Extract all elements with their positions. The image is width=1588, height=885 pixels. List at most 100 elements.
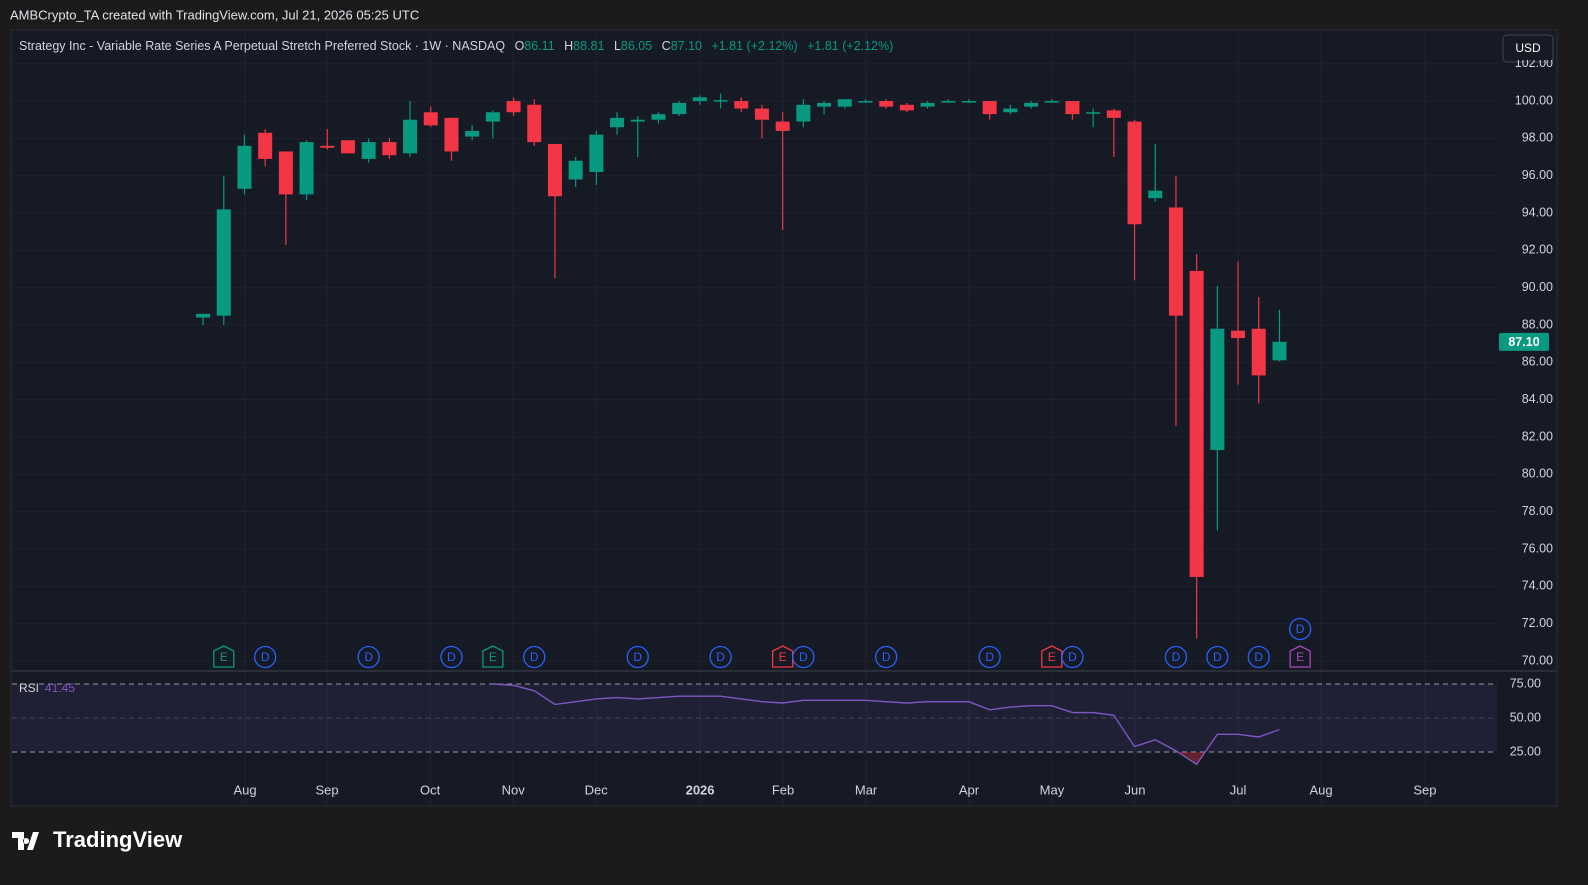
candle-body — [382, 142, 397, 156]
candle-body — [361, 142, 376, 159]
event-label: D — [1296, 622, 1305, 636]
close-value: 87.10 — [671, 39, 702, 53]
candle-body — [713, 100, 728, 102]
dividend-marker — [1288, 617, 1312, 641]
candle-body — [485, 112, 500, 122]
candle-body — [672, 102, 687, 115]
y-tick-label: 102.00 — [1515, 56, 1553, 70]
candle-body — [610, 117, 625, 128]
candle-body — [1189, 270, 1204, 577]
candle-body — [196, 313, 211, 318]
dividend-marker — [875, 645, 898, 669]
open-value: 86.11 — [524, 39, 554, 53]
candle-body — [1231, 330, 1246, 339]
event-label: E — [489, 650, 497, 664]
earnings-marker — [213, 645, 235, 668]
rsi-value: 41.45 — [45, 681, 75, 695]
dividend-marker — [1164, 645, 1188, 669]
x-tick-label: Aug — [1309, 782, 1332, 797]
dividend-marker — [626, 645, 649, 669]
event-label: D — [364, 650, 373, 664]
dividend-marker — [440, 645, 463, 669]
last-price-label: 87.10 — [1508, 335, 1539, 349]
candle-body — [879, 101, 894, 107]
candle-body — [961, 101, 976, 103]
candle-body — [754, 108, 769, 120]
currency[interactable]: USD — [1515, 41, 1541, 55]
event-label: E — [1296, 650, 1304, 664]
candle-body — [651, 114, 666, 120]
dividend-marker — [978, 645, 1001, 669]
rsi-tick-label: 50.00 — [1510, 710, 1541, 724]
y-tick-label: 82.00 — [1522, 429, 1553, 443]
rsi-tick-label: 75.00 — [1510, 676, 1541, 690]
rsi-pane — [12, 683, 1497, 766]
candle-body — [403, 119, 418, 154]
candle-body — [237, 145, 252, 189]
candle-body — [796, 104, 811, 122]
candle-body — [465, 130, 480, 137]
event-label: E — [779, 650, 787, 664]
event-label: D — [1213, 650, 1222, 664]
candle-body — [920, 102, 935, 107]
dividend-marker — [254, 645, 277, 669]
candle-body — [734, 101, 749, 109]
event-label: D — [1068, 650, 1077, 664]
brand-logo: TradingView — [12, 827, 183, 852]
x-tick-label: 2026 — [686, 782, 715, 797]
y-tick-label: 70.00 — [1522, 653, 1553, 667]
candle-body — [982, 101, 997, 115]
event-label: D — [530, 650, 539, 664]
y-tick-label: 80.00 — [1522, 467, 1553, 481]
candle-body — [278, 151, 293, 195]
y-tick-label: 86.00 — [1522, 355, 1553, 369]
y-tick-label: 94.00 — [1522, 205, 1553, 219]
x-tick-label: May — [1040, 782, 1065, 797]
y-tick-label: 100.00 — [1515, 93, 1553, 107]
dividend-marker — [792, 645, 815, 669]
candle-body — [817, 102, 832, 107]
x-tick-label: Dec — [585, 782, 609, 797]
y-tick-label: 98.00 — [1522, 131, 1553, 145]
currency-button[interactable] — [1502, 34, 1554, 63]
chart-frame — [10, 29, 1558, 807]
change-2: +1.81 (+2.12%) — [807, 39, 893, 53]
y-tick-label: 74.00 — [1522, 579, 1553, 593]
earnings-marker — [1289, 645, 1311, 668]
price-pane — [196, 93, 1287, 639]
event-label: D — [799, 650, 808, 664]
candle-body — [320, 145, 335, 148]
candle-body — [1044, 101, 1059, 103]
open-key: O — [515, 39, 525, 53]
rsi-line — [492, 683, 1280, 766]
grid — [12, 31, 1497, 805]
candle-body — [423, 112, 438, 126]
event-label: D — [261, 650, 270, 664]
high-value: 88.81 — [573, 39, 604, 53]
symbol: Strategy Inc - Variable Rate Series A Pe… — [19, 39, 505, 53]
candle-body — [1168, 207, 1183, 316]
event-label: D — [716, 650, 725, 664]
x-tick-label: Sep — [315, 782, 338, 797]
event-label: D — [1172, 650, 1181, 664]
candle-body — [899, 104, 914, 111]
candle-body — [216, 209, 231, 316]
change: +1.81 (+2.12%) — [711, 39, 797, 53]
candle-body — [1210, 328, 1225, 451]
event-label: E — [1048, 650, 1056, 664]
legend: Strategy Inc - Variable Rate Series A Pe… — [19, 39, 893, 53]
candle-body — [1251, 328, 1266, 376]
y-tick-label: 96.00 — [1522, 168, 1553, 182]
event-label: D — [1254, 650, 1263, 664]
candle-body — [1065, 101, 1080, 115]
candle-body — [547, 143, 562, 197]
event-label: D — [447, 650, 456, 664]
candle-body — [692, 97, 707, 102]
candle-body — [1127, 121, 1142, 225]
candle-body — [837, 99, 852, 107]
candle-body — [340, 140, 355, 154]
last-price-tag — [1499, 332, 1549, 351]
x-tick-label: Sep — [1413, 782, 1436, 797]
x-tick-label: Oct — [420, 782, 441, 797]
